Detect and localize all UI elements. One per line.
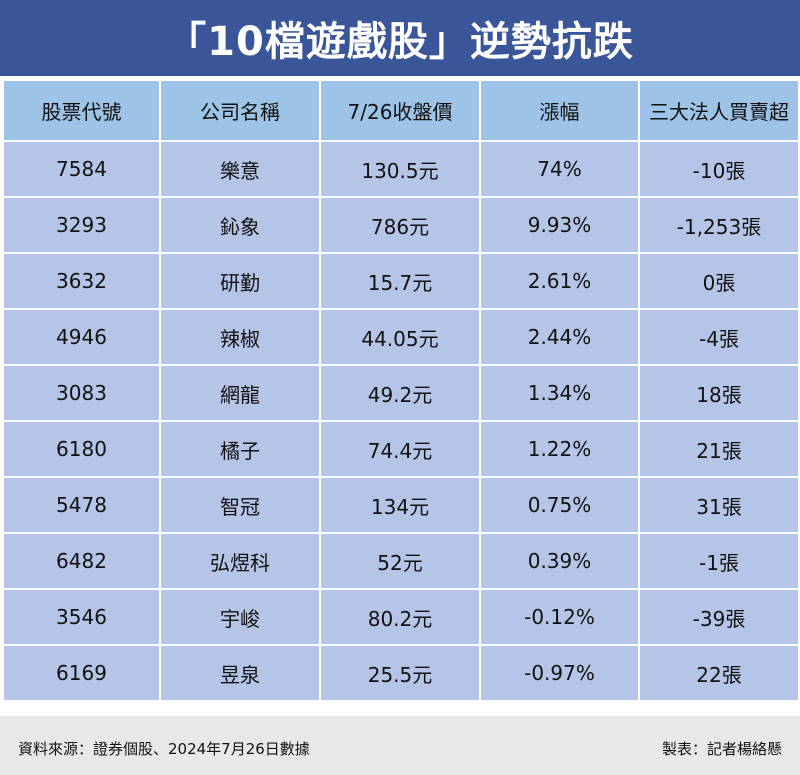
cell-change: -0.97% [479,644,640,702]
footer-bar: 資料來源：證券個股、2024年7月26日數據 製表：記者楊絡懸 [0,716,800,775]
table-header-row: 股票代號 公司名稱 7/26收盤價 漲幅 三大法人買賣超 [2,79,800,142]
cell-code: 3546 [2,588,161,646]
cell-code: 4946 [2,308,161,366]
cell-name: 弘煜科 [159,532,321,590]
cell-code: 3632 [2,252,161,310]
cell-close: 80.2元 [319,588,481,646]
cell-close: 25.5元 [319,644,481,702]
cell-change: 1.34% [479,364,640,422]
cell-close: 130.5元 [319,140,481,198]
table-row: 4946 辣椒 44.05元 2.44% -4張 [2,308,800,366]
table-row: 3293 鈊象 786元 9.93% -1,253張 [2,196,800,254]
table-row: 3083 網龍 49.2元 1.34% 18張 [2,364,800,422]
cell-name: 網龍 [159,364,321,422]
cell-change: 0.39% [479,532,640,590]
cell-name: 宇峻 [159,588,321,646]
cell-code: 7584 [2,140,161,198]
cell-code: 5478 [2,476,161,534]
title-banner: 「10檔遊戲股」逆勢抗跌 [0,0,800,76]
cell-name: 研勤 [159,252,321,310]
cell-close: 134元 [319,476,481,534]
cell-name: 智冠 [159,476,321,534]
cell-name: 鈊象 [159,196,321,254]
cell-net: 21張 [638,420,800,478]
cell-name: 橘子 [159,420,321,478]
table-row: 6482 弘煜科 52元 0.39% -1張 [2,532,800,590]
header-close-price: 7/26收盤價 [319,79,481,142]
cell-code: 3293 [2,196,161,254]
cell-change: 2.61% [479,252,640,310]
cell-change: 1.22% [479,420,640,478]
cell-net: -10張 [638,140,800,198]
cell-net: -39張 [638,588,800,646]
table-row: 3546 宇峻 80.2元 -0.12% -39張 [2,588,800,646]
cell-net: 0張 [638,252,800,310]
cell-name: 昱泉 [159,644,321,702]
cell-close: 52元 [319,532,481,590]
cell-net: -1,253張 [638,196,800,254]
page-title: 「10檔遊戲股」逆勢抗跌 [166,19,634,65]
cell-code: 3083 [2,364,161,422]
cell-net: 31張 [638,476,800,534]
cell-close: 44.05元 [319,308,481,366]
credit-note: 製表：記者楊絡懸 [661,740,782,758]
cell-change: 0.75% [479,476,640,534]
cell-close: 786元 [319,196,481,254]
stock-table: 股票代號 公司名稱 7/26收盤價 漲幅 三大法人買賣超 7584 樂意 130… [2,79,800,702]
header-change: 漲幅 [479,79,640,142]
cell-change: -0.12% [479,588,640,646]
cell-name: 辣椒 [159,308,321,366]
table-row: 5478 智冠 134元 0.75% 31張 [2,476,800,534]
table-row: 6180 橘子 74.4元 1.22% 21張 [2,420,800,478]
cell-close: 49.2元 [319,364,481,422]
header-stock-code: 股票代號 [2,79,161,142]
cell-net: -1張 [638,532,800,590]
table-row: 7584 樂意 130.5元 74% -10張 [2,140,800,198]
cell-code: 6180 [2,420,161,478]
cell-code: 6169 [2,644,161,702]
table-row: 3632 研勤 15.7元 2.61% 0張 [2,252,800,310]
source-note: 資料來源：證券個股、2024年7月26日數據 [18,740,310,758]
cell-close: 15.7元 [319,252,481,310]
cell-name: 樂意 [159,140,321,198]
cell-net: 18張 [638,364,800,422]
cell-change: 9.93% [479,196,640,254]
cell-net: 22張 [638,644,800,702]
cell-close: 74.4元 [319,420,481,478]
header-company-name: 公司名稱 [159,79,321,142]
header-institutional-net: 三大法人買賣超 [638,79,800,142]
cell-change: 74% [479,140,640,198]
cell-code: 6482 [2,532,161,590]
table-row: 6169 昱泉 25.5元 -0.97% 22張 [2,644,800,702]
cell-change: 2.44% [479,308,640,366]
cell-net: -4張 [638,308,800,366]
